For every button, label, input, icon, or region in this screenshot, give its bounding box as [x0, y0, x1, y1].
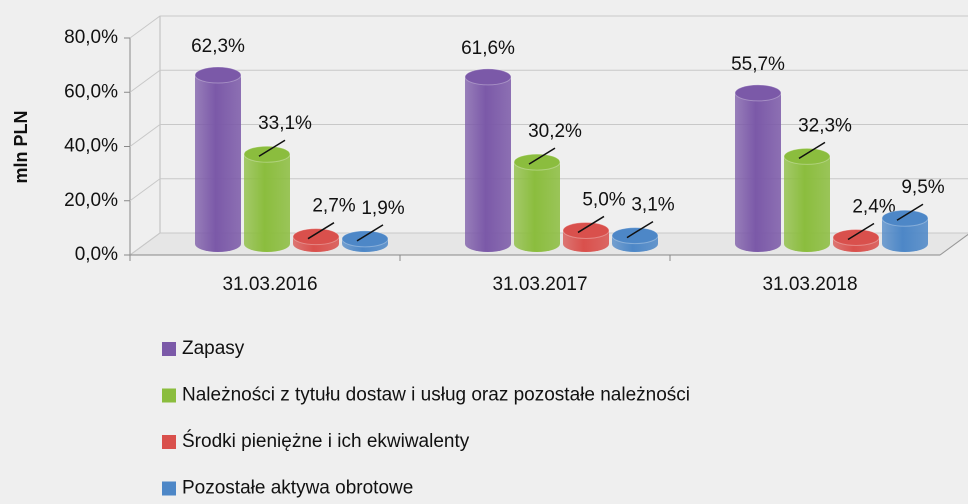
- bar: [194, 66, 242, 252]
- data-label: 32,3%: [798, 115, 852, 136]
- bar: [464, 68, 512, 252]
- bar-top: [464, 68, 512, 86]
- data-label: 30,2%: [528, 121, 582, 142]
- legend-label: Należności z tytułu dostaw i usług oraz …: [182, 385, 690, 406]
- legend-swatch: [162, 388, 176, 403]
- bar: [832, 228, 880, 252]
- legend-label: Pozostałe aktywa obrotowe: [182, 478, 413, 499]
- bar: [243, 145, 291, 252]
- bar-top: [194, 66, 242, 84]
- data-label: 1,9%: [361, 198, 404, 219]
- leader-line: [896, 203, 924, 221]
- leader-line: [356, 224, 384, 242]
- y-axis-title: mln PLN: [11, 110, 31, 183]
- bar-top: [562, 221, 610, 239]
- data-label: 61,6%: [461, 38, 515, 59]
- x-tick-label: 31.03.2017: [492, 274, 587, 295]
- bar: [881, 209, 929, 252]
- bar-body: [735, 92, 781, 252]
- bar: [562, 221, 610, 252]
- x-tick-label: 31.03.2016: [222, 274, 317, 295]
- grid-line: [129, 69, 968, 93]
- bar: [611, 227, 659, 252]
- leader-line: [307, 222, 335, 240]
- bar-top: [292, 228, 340, 246]
- legend-label: Środki pieniężne i ich ekwiwalenty: [182, 430, 470, 452]
- bar-top: [881, 209, 929, 227]
- bar-top: [832, 228, 880, 246]
- legend-swatch: [162, 342, 176, 356]
- x-tick-label: 31.03.2018: [762, 274, 857, 295]
- bar-top: [341, 230, 389, 248]
- bar: [292, 228, 340, 252]
- bar-top: [734, 84, 782, 102]
- leader-line: [847, 222, 875, 241]
- data-label: 2,4%: [852, 197, 895, 218]
- bar-body: [195, 75, 241, 252]
- bar-body: [882, 218, 928, 252]
- data-label: 9,5%: [901, 177, 944, 198]
- grid-line: [129, 124, 968, 147]
- bar-body: [465, 76, 511, 252]
- bar-body: [514, 162, 560, 252]
- data-label: 55,7%: [731, 54, 785, 75]
- data-label: 33,1%: [258, 113, 312, 134]
- leader-line: [258, 139, 286, 157]
- bar: [734, 84, 782, 252]
- leader-line: [798, 141, 826, 160]
- side-edge: [939, 233, 968, 256]
- data-label: 5,0%: [582, 189, 625, 210]
- y-tick-label: 80,0%: [64, 27, 118, 48]
- legend-swatch: [162, 435, 176, 449]
- bar-body: [244, 154, 290, 252]
- grid-line: [129, 15, 968, 39]
- bar: [783, 147, 831, 252]
- leader-line: [528, 147, 556, 165]
- y-tick-label: 40,0%: [64, 136, 118, 157]
- grid-line: [129, 178, 968, 202]
- bar-top: [611, 227, 659, 245]
- y-tick-label: 20,0%: [64, 190, 118, 211]
- bar-top: [783, 147, 831, 165]
- legend-label: Zapasy: [182, 338, 245, 359]
- bar-top: [243, 145, 291, 163]
- grid-line: [129, 232, 968, 256]
- leader-line: [577, 215, 605, 234]
- bar-top: [513, 153, 561, 171]
- leader-line: [626, 220, 654, 239]
- data-label: 3,1%: [631, 195, 674, 216]
- y-tick-label: 0,0%: [75, 244, 118, 265]
- y-tick-label: 60,0%: [64, 81, 118, 102]
- bar-body: [784, 156, 830, 252]
- legend-swatch: [162, 481, 176, 496]
- data-label: 2,7%: [312, 196, 355, 217]
- bar: [513, 153, 561, 252]
- bar: [341, 230, 389, 252]
- data-label: 62,3%: [191, 36, 245, 57]
